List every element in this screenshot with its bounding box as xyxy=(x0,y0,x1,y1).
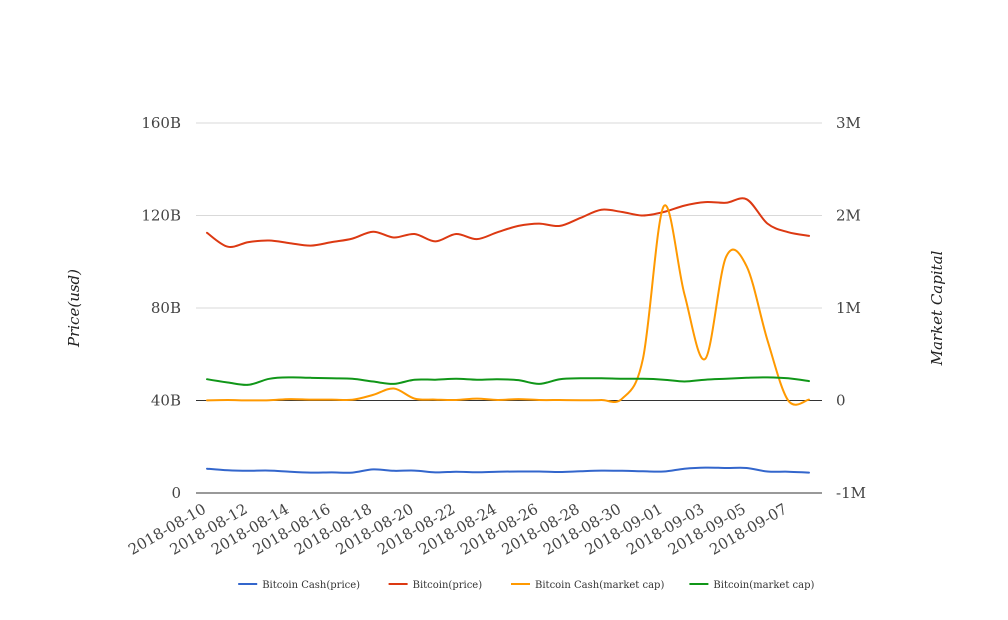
y-tick-label: 40B xyxy=(151,392,181,410)
legend: Bitcoin Cash(price) Bitcoin(price) Bitcoin… xyxy=(238,580,814,591)
y2-tick-label: 2M xyxy=(836,207,861,225)
y-tick-label: 160B xyxy=(141,114,181,132)
legend-label-bitcoin-market-cap: Bitcoin(market cap) xyxy=(713,580,814,591)
series-lines xyxy=(206,197,810,474)
y-axis-title: Price(usd) xyxy=(65,269,83,348)
y2-tick-label: 3M xyxy=(836,114,861,132)
y2-tick-label: 0 xyxy=(836,392,846,410)
series-line-bitcoin-price xyxy=(206,197,810,248)
gridlines xyxy=(196,122,822,494)
y-tick-label: 120B xyxy=(141,207,181,225)
series-line-bitcoin-cash-price xyxy=(206,466,810,474)
y2-tick-label: -1M xyxy=(836,484,866,502)
legend-label-bitcoin-price: Bitcoin(price) xyxy=(413,580,483,591)
legend-label-bitcoin-cash-market-cap: Bitcoin Cash(market cap) xyxy=(535,580,664,591)
left-axis-ticks: 0 40B 80B 120B 160B xyxy=(141,114,181,502)
x-axis-ticks: 2018-08-102018-08-122018-08-142018-08-16… xyxy=(125,500,790,559)
y2-tick-label: 1M xyxy=(836,299,861,317)
y2-axis-title: Market Capital xyxy=(928,250,946,366)
y-tick-label: 0 xyxy=(171,484,181,502)
right-axis-ticks: -1M 0 1M 2M 3M xyxy=(836,114,866,502)
series-line-bitcoin-cash-market-cap xyxy=(206,204,810,406)
y-tick-label: 80B xyxy=(151,299,181,317)
legend-label-bitcoin-cash-price: Bitcoin Cash(price) xyxy=(262,580,360,591)
series-line-bitcoin-market-cap xyxy=(206,376,810,386)
